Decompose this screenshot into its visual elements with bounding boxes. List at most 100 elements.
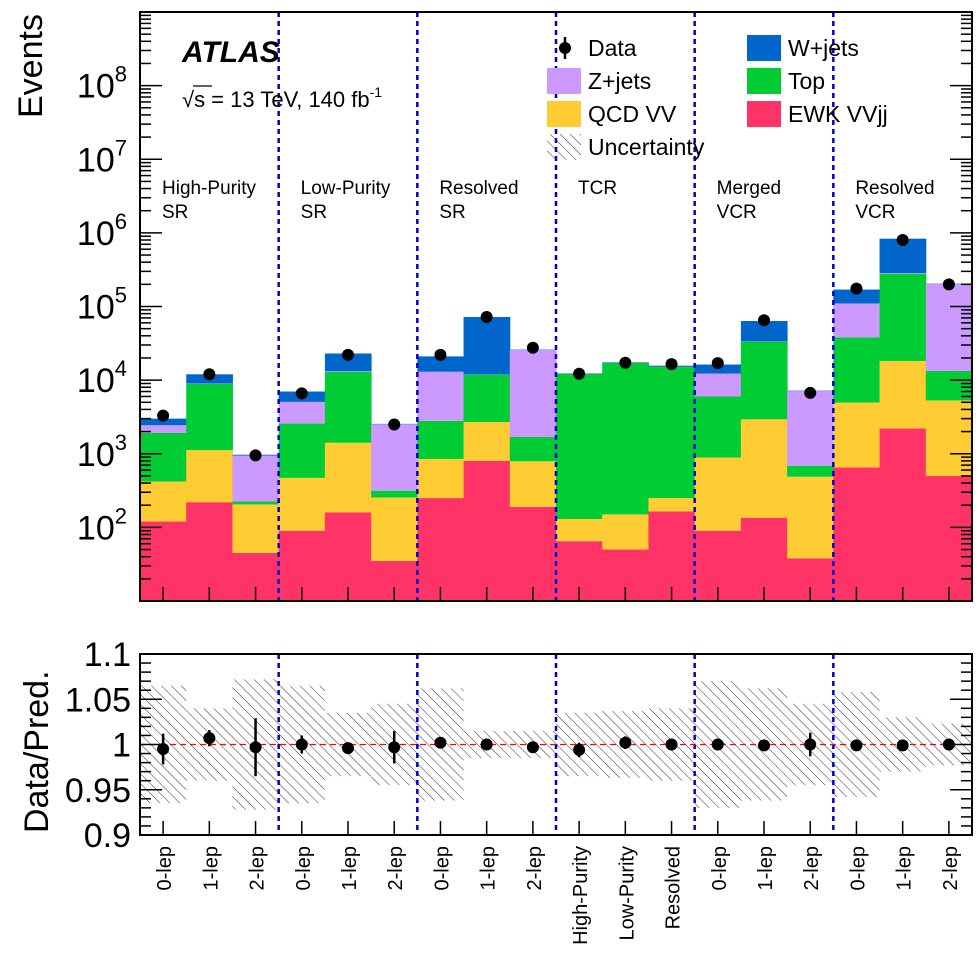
legend-entry: Top — [747, 68, 825, 94]
y-tick-label: 104 — [77, 356, 127, 400]
data-point — [665, 358, 678, 371]
x-tick-label: 0-lep — [709, 846, 731, 890]
region-label: VCR — [855, 202, 895, 223]
legend: Data W+jets Z+jets Top QCD VV EWK VVjj Uncerta… — [547, 35, 888, 160]
bar-ewk-vvjj — [463, 460, 511, 601]
data-point — [480, 311, 493, 324]
x-tick-label: 0-lep — [431, 846, 453, 890]
bar-qcd-vv — [463, 421, 511, 461]
bar-qcd-vv — [324, 442, 372, 513]
bar-z-jets — [140, 425, 187, 433]
bar-top — [833, 337, 881, 403]
legend-hatch-swatch — [547, 134, 581, 160]
ratio-point — [434, 736, 447, 749]
legend-label: W+jets — [788, 35, 859, 61]
bar-top — [556, 373, 603, 519]
ratio-point — [665, 738, 678, 751]
bar-w-jets — [324, 353, 372, 372]
data-point — [896, 234, 909, 247]
y-tick-label: 105 — [77, 283, 127, 327]
ratio-point — [295, 738, 308, 751]
bar-qcd-vv — [879, 360, 927, 429]
bar-ewk-vvjj — [648, 511, 696, 601]
x-tick-label: 0-lep — [847, 846, 869, 890]
bar-qcd-vv — [417, 458, 465, 499]
bar-qcd-vv — [556, 518, 603, 542]
legend-swatch — [747, 35, 781, 61]
y-tick-label: 108 — [77, 62, 127, 106]
region-label: Merged — [717, 178, 781, 199]
bar-qcd-vv — [371, 497, 418, 561]
region-label: SR — [162, 202, 188, 223]
bar-ewk-vvjj — [417, 498, 465, 601]
bar-top — [925, 371, 972, 401]
y-tick-label: 102 — [77, 503, 127, 547]
ratio-point — [942, 738, 955, 751]
bar-ewk-vvjj — [833, 467, 881, 601]
x-tick-label: 1-lep — [894, 846, 916, 890]
bar-top — [232, 501, 280, 505]
ratio-point — [388, 741, 401, 754]
bar-z-jets — [833, 303, 881, 338]
y-tick-label: 103 — [77, 430, 127, 474]
y-tick-label: 107 — [77, 135, 127, 179]
ratio-tick-label: 0.9 — [84, 817, 131, 855]
ratio-point — [249, 741, 262, 754]
ratio-data-points — [157, 718, 955, 777]
legend-entry: EWK VVjj — [747, 101, 888, 127]
bar-qcd-vv — [648, 498, 696, 512]
bar-z-jets — [787, 391, 834, 466]
ratio-point — [850, 739, 863, 752]
x-axis-ticks: 0-lep 1-lep 2-lep 0-lep 1-lep 2-lep 0-lep 1-lep… — [154, 587, 962, 945]
x-tick-label: 0-lep — [154, 846, 176, 890]
bar-top — [463, 374, 511, 422]
svg-text:√s = 13 TeV, 140 fb-1: √s = 13 TeV, 140 fb-1 — [182, 84, 382, 112]
bar-top — [509, 436, 557, 462]
legend-entry: QCD VV — [547, 101, 677, 127]
legend-swatch — [547, 68, 581, 94]
ratio-point — [758, 739, 770, 752]
bar-top — [278, 423, 326, 478]
bar-ewk-vvjj — [879, 428, 927, 601]
bar-qcd-vv — [694, 457, 742, 531]
x-tick-label: 1-lep — [339, 846, 361, 890]
region-label: Resolved — [855, 178, 934, 199]
x-tick-label: 1-lep — [755, 846, 777, 890]
legend-label: Data — [588, 35, 637, 61]
x-tick-label: High-Purity — [570, 846, 592, 945]
data-point — [619, 356, 632, 369]
bar-z-jets — [278, 401, 326, 424]
x-tick-label: 1-lep — [478, 846, 500, 890]
bar-w-jets — [463, 317, 511, 375]
ratio-point — [526, 741, 539, 754]
bar-qcd-vv — [602, 514, 649, 550]
data-point — [434, 348, 447, 361]
legend-entry: Uncertainty — [547, 134, 705, 160]
data-point — [850, 282, 863, 295]
x-tick-label: 2-lep — [801, 846, 823, 890]
legend-label: Z+jets — [588, 68, 651, 94]
region-label: SR — [439, 202, 465, 223]
ratio-point — [203, 732, 216, 745]
ratio-point — [342, 742, 354, 755]
ratio-tick-label: 1.1 — [84, 636, 131, 674]
legend-entry: Z+jets — [547, 68, 651, 94]
data-point — [942, 278, 955, 291]
legend-data-marker — [559, 42, 571, 54]
region-label: TCR — [578, 178, 617, 199]
data-point — [758, 314, 770, 327]
bar-qcd-vv — [787, 476, 834, 559]
bar-z-jets — [417, 371, 465, 421]
data-point — [388, 418, 401, 431]
data-points — [157, 234, 955, 462]
ratio-y-axis-ticks: 1.1 1.05 1 0.95 0.9 — [65, 636, 972, 855]
bar-top — [740, 341, 788, 420]
legend-swatch — [747, 101, 781, 127]
bar-ewk-vvjj — [509, 506, 557, 601]
stacked-bars — [140, 238, 972, 601]
ratio-y-axis-label: Data/Pred. — [18, 670, 56, 833]
x-tick-label: Low-Purity — [616, 846, 638, 940]
y-axis-label: Events — [12, 14, 50, 118]
data-point — [295, 387, 308, 400]
